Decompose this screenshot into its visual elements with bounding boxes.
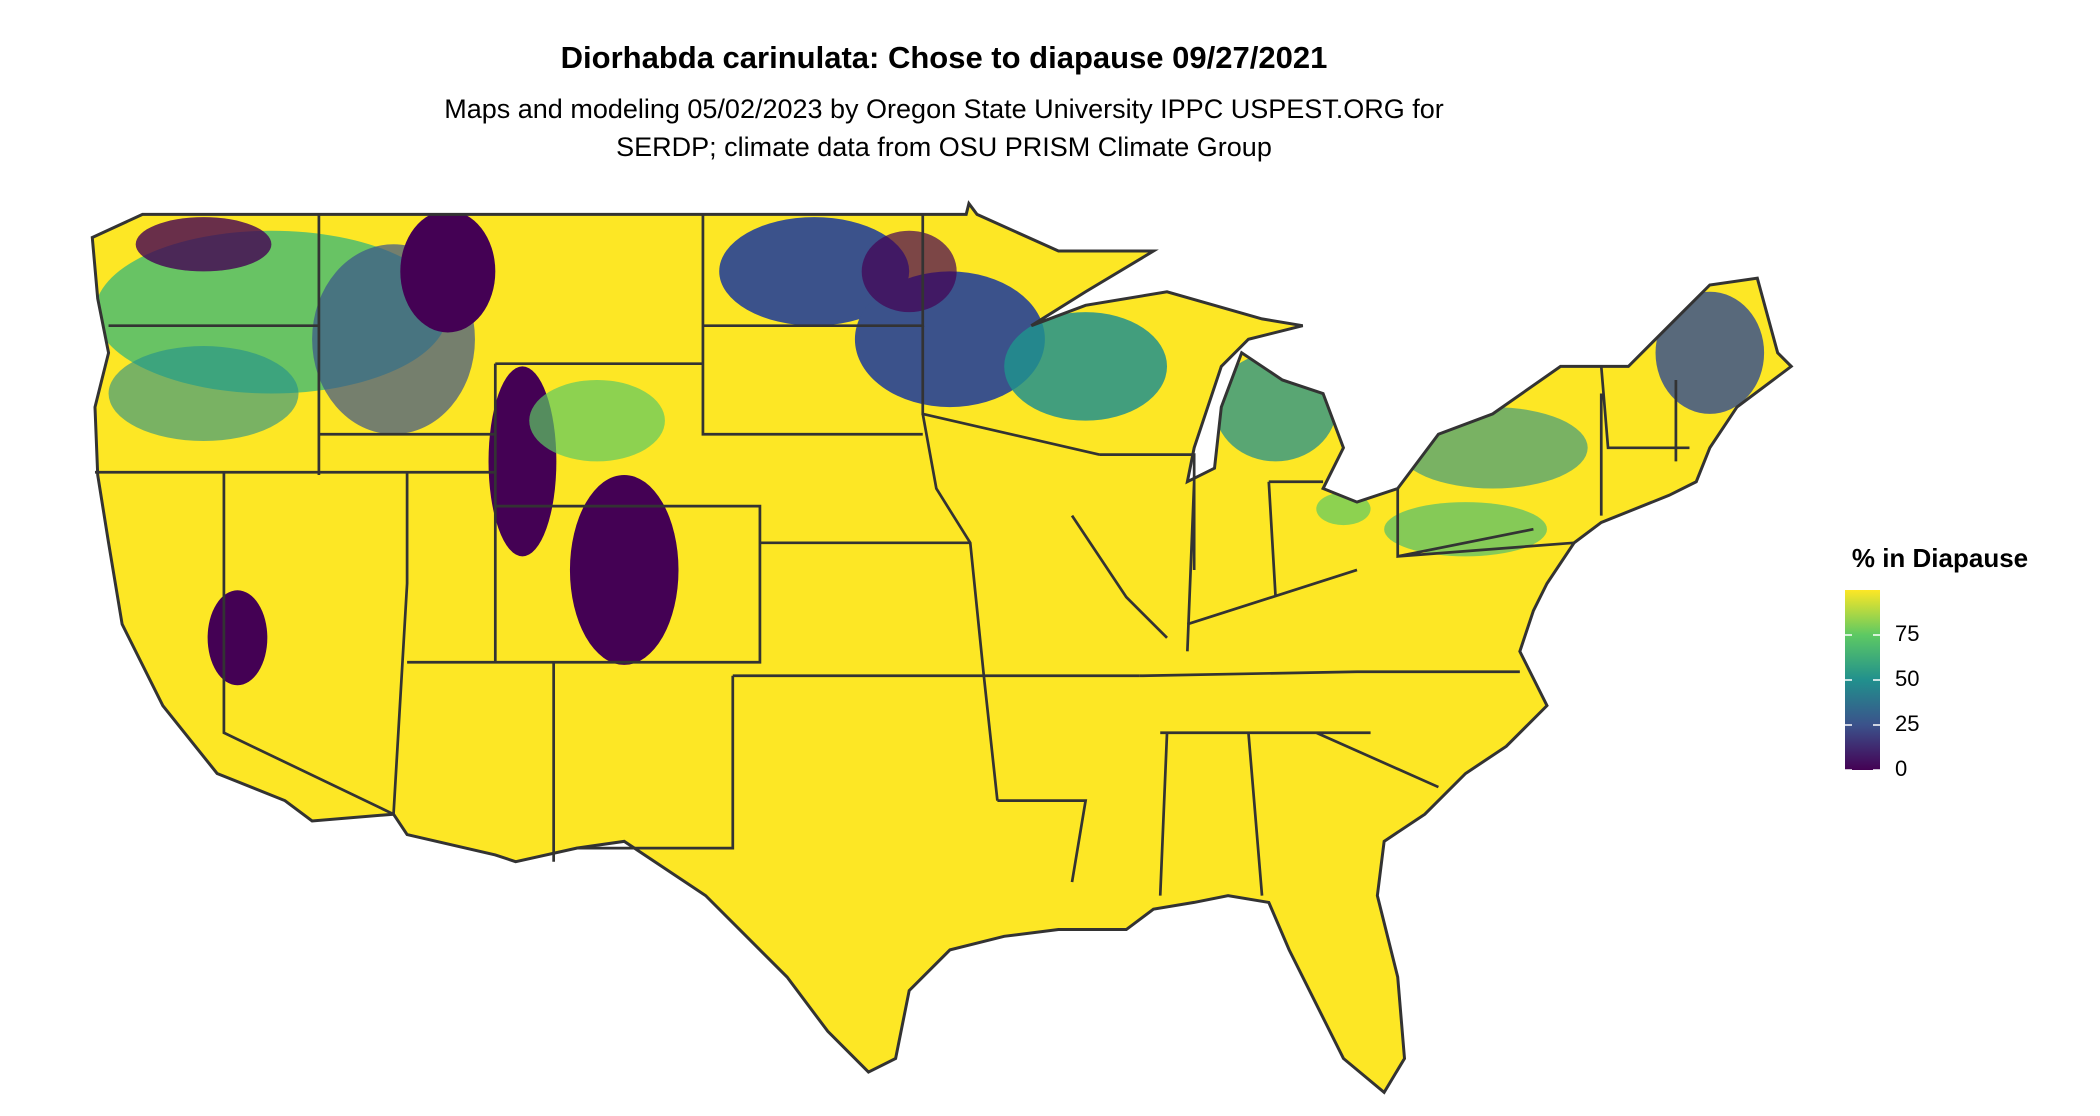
diapause-regions [94,210,1765,686]
us-map [90,200,1794,1095]
map-subtitle: SERDP; climate data from OSU PRISM Clima… [616,132,1272,162]
state-borders [94,214,1690,896]
legend-title: % in Diapause [1852,543,2028,573]
legend-ticks: 0 25 50 75 [1845,621,1919,781]
legend-tick-label: 50 [1895,666,1919,691]
country-border [90,200,1794,1095]
legend-tick-label: 0 [1895,756,1907,781]
legend-tick-label: 25 [1895,711,1919,736]
map-title: Diorhabda carinulata: Chose to diapause … [561,40,1328,75]
map-subtitle: Maps and modeling 05/02/2023 by Oregon S… [444,94,1444,124]
legend-tick-label: 75 [1895,621,1919,646]
